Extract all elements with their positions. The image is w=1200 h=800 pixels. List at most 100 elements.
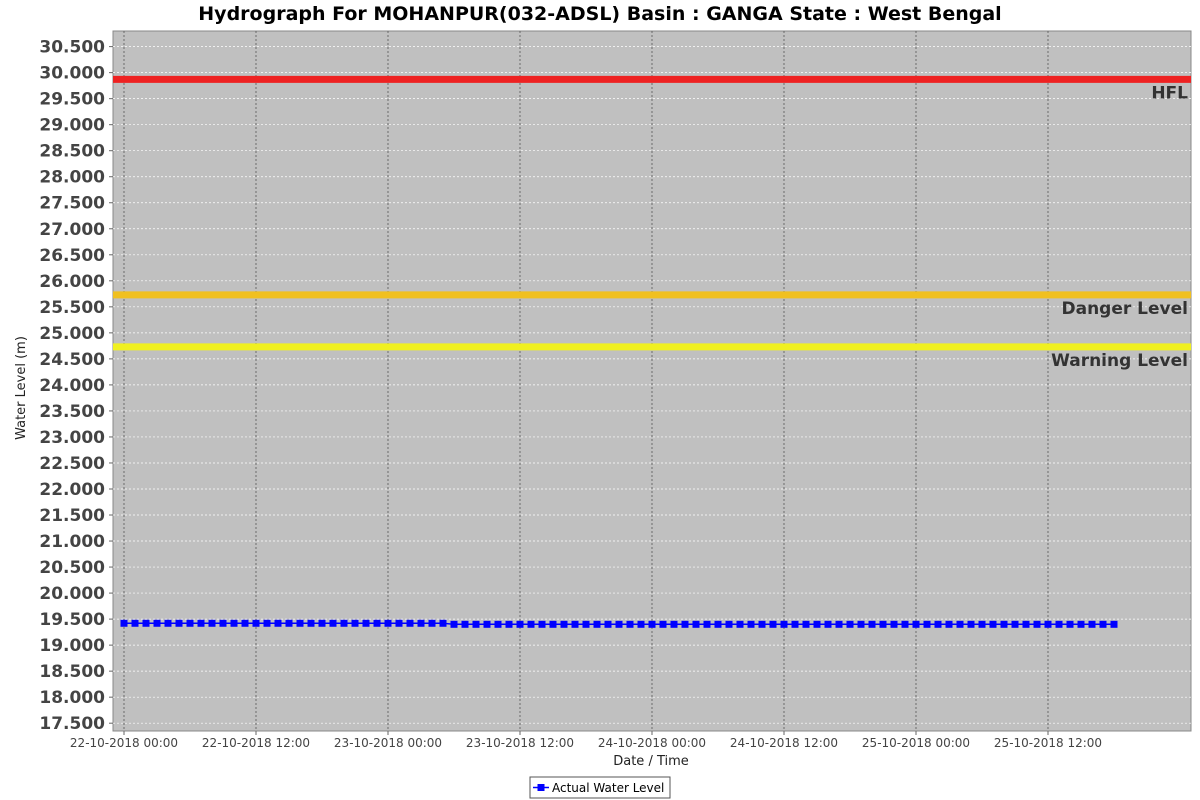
- data-point: [1055, 620, 1063, 628]
- data-point: [714, 620, 722, 628]
- y-tick-label: 20.000: [39, 584, 105, 604]
- reference-lines: HFL Danger Level Warning Level: [113, 75, 1191, 371]
- data-point: [989, 620, 997, 628]
- y-tick-label: 28.500: [39, 142, 105, 162]
- data-point: [1033, 620, 1041, 628]
- y-tick-label: 28.000: [39, 168, 105, 188]
- legend: Actual Water Level: [529, 776, 671, 799]
- x-tick-label: 25-10-2018 00:00: [862, 736, 970, 750]
- data-point: [483, 620, 491, 628]
- data-point: [120, 619, 128, 627]
- data-point: [417, 619, 425, 627]
- y-tick-label: 26.000: [39, 272, 105, 292]
- y-axis-label: Water Level (m): [14, 336, 29, 440]
- data-point: [835, 620, 843, 628]
- data-point: [967, 620, 975, 628]
- data-point: [956, 620, 964, 628]
- data-point: [153, 619, 161, 627]
- data-point: [868, 620, 876, 628]
- data-point: [593, 620, 601, 628]
- data-point: [186, 619, 194, 627]
- data-point: [516, 620, 524, 628]
- data-point: [340, 619, 348, 627]
- data-point: [384, 619, 392, 627]
- y-tick-label: 29.000: [39, 116, 105, 136]
- data-point: [351, 619, 359, 627]
- chart-title: Hydrograph For MOHANPUR(032-ADSL) Basin …: [198, 3, 1001, 25]
- y-tick-label: 22.000: [39, 480, 105, 500]
- reference-label-warning-level: Warning Level: [1051, 351, 1188, 371]
- x-tick-label: 23-10-2018 12:00: [466, 736, 574, 750]
- data-point: [131, 619, 139, 627]
- data-point: [791, 620, 799, 628]
- data-point: [527, 620, 535, 628]
- y-tick-label: 19.000: [39, 636, 105, 656]
- data-point: [824, 620, 832, 628]
- data-point: [439, 619, 447, 627]
- y-tick-label: 27.500: [39, 194, 105, 214]
- data-point: [1000, 620, 1008, 628]
- data-point: [692, 620, 700, 628]
- data-point: [648, 620, 656, 628]
- data-point: [362, 619, 370, 627]
- data-point: [659, 620, 667, 628]
- data-point: [461, 620, 469, 628]
- data-point: [395, 619, 403, 627]
- data-point: [571, 620, 579, 628]
- data-point: [890, 620, 898, 628]
- data-point: [802, 620, 810, 628]
- data-point: [1110, 620, 1118, 628]
- y-tick-label: 27.000: [39, 220, 105, 240]
- x-tick-label: 24-10-2018 00:00: [598, 736, 706, 750]
- x-tick-label: 25-10-2018 12:00: [994, 736, 1102, 750]
- y-tick-label: 25.500: [39, 298, 105, 318]
- data-point: [472, 620, 480, 628]
- y-tick-label: 23.500: [39, 402, 105, 422]
- data-point: [670, 620, 678, 628]
- data-point: [373, 619, 381, 627]
- y-tick-label: 30.500: [39, 38, 105, 58]
- data-point: [274, 619, 282, 627]
- data-point: [901, 620, 909, 628]
- y-tick-label: 18.500: [39, 662, 105, 682]
- data-point: [142, 619, 150, 627]
- data-point: [505, 620, 513, 628]
- x-tick-label: 23-10-2018 00:00: [334, 736, 442, 750]
- y-tick-label: 18.000: [39, 688, 105, 708]
- legend-box: [529, 776, 671, 799]
- data-point: [934, 620, 942, 628]
- y-tick-label: 22.500: [39, 454, 105, 474]
- legend-square-marker: [537, 784, 545, 791]
- data-point: [615, 620, 623, 628]
- data-point: [164, 619, 172, 627]
- y-tick-label: 24.000: [39, 376, 105, 396]
- x-gridlines: [123, 31, 1049, 731]
- data-point: [604, 620, 612, 628]
- data-point: [406, 619, 414, 627]
- x-tick-label: 24-10-2018 12:00: [730, 736, 838, 750]
- y-tick-label: 26.500: [39, 246, 105, 266]
- data-point: [329, 619, 337, 627]
- data-point: [241, 619, 249, 627]
- legend-label-actual-water-level: Actual Water Level: [552, 781, 664, 795]
- x-tick-label: 22-10-2018 12:00: [202, 736, 310, 750]
- data-point: [175, 619, 183, 627]
- data-point: [945, 620, 953, 628]
- x-axis-ticks: 22-10-2018 00:00 22-10-2018 12:00 23-10-20…: [70, 731, 1102, 750]
- data-point: [857, 620, 865, 628]
- data-point: [318, 619, 326, 627]
- data-point: [263, 619, 271, 627]
- data-point: [813, 620, 821, 628]
- data-point: [780, 620, 788, 628]
- y-tick-label: 20.500: [39, 558, 105, 578]
- data-point: [1066, 620, 1074, 628]
- y-tick-label: 17.500: [39, 714, 105, 734]
- data-point: [450, 620, 458, 628]
- data-point: [296, 619, 304, 627]
- data-point: [769, 620, 777, 628]
- y-tick-label: 21.500: [39, 506, 105, 526]
- data-point: [197, 619, 205, 627]
- x-axis-label: Date / Time: [613, 754, 689, 769]
- data-point: [725, 620, 733, 628]
